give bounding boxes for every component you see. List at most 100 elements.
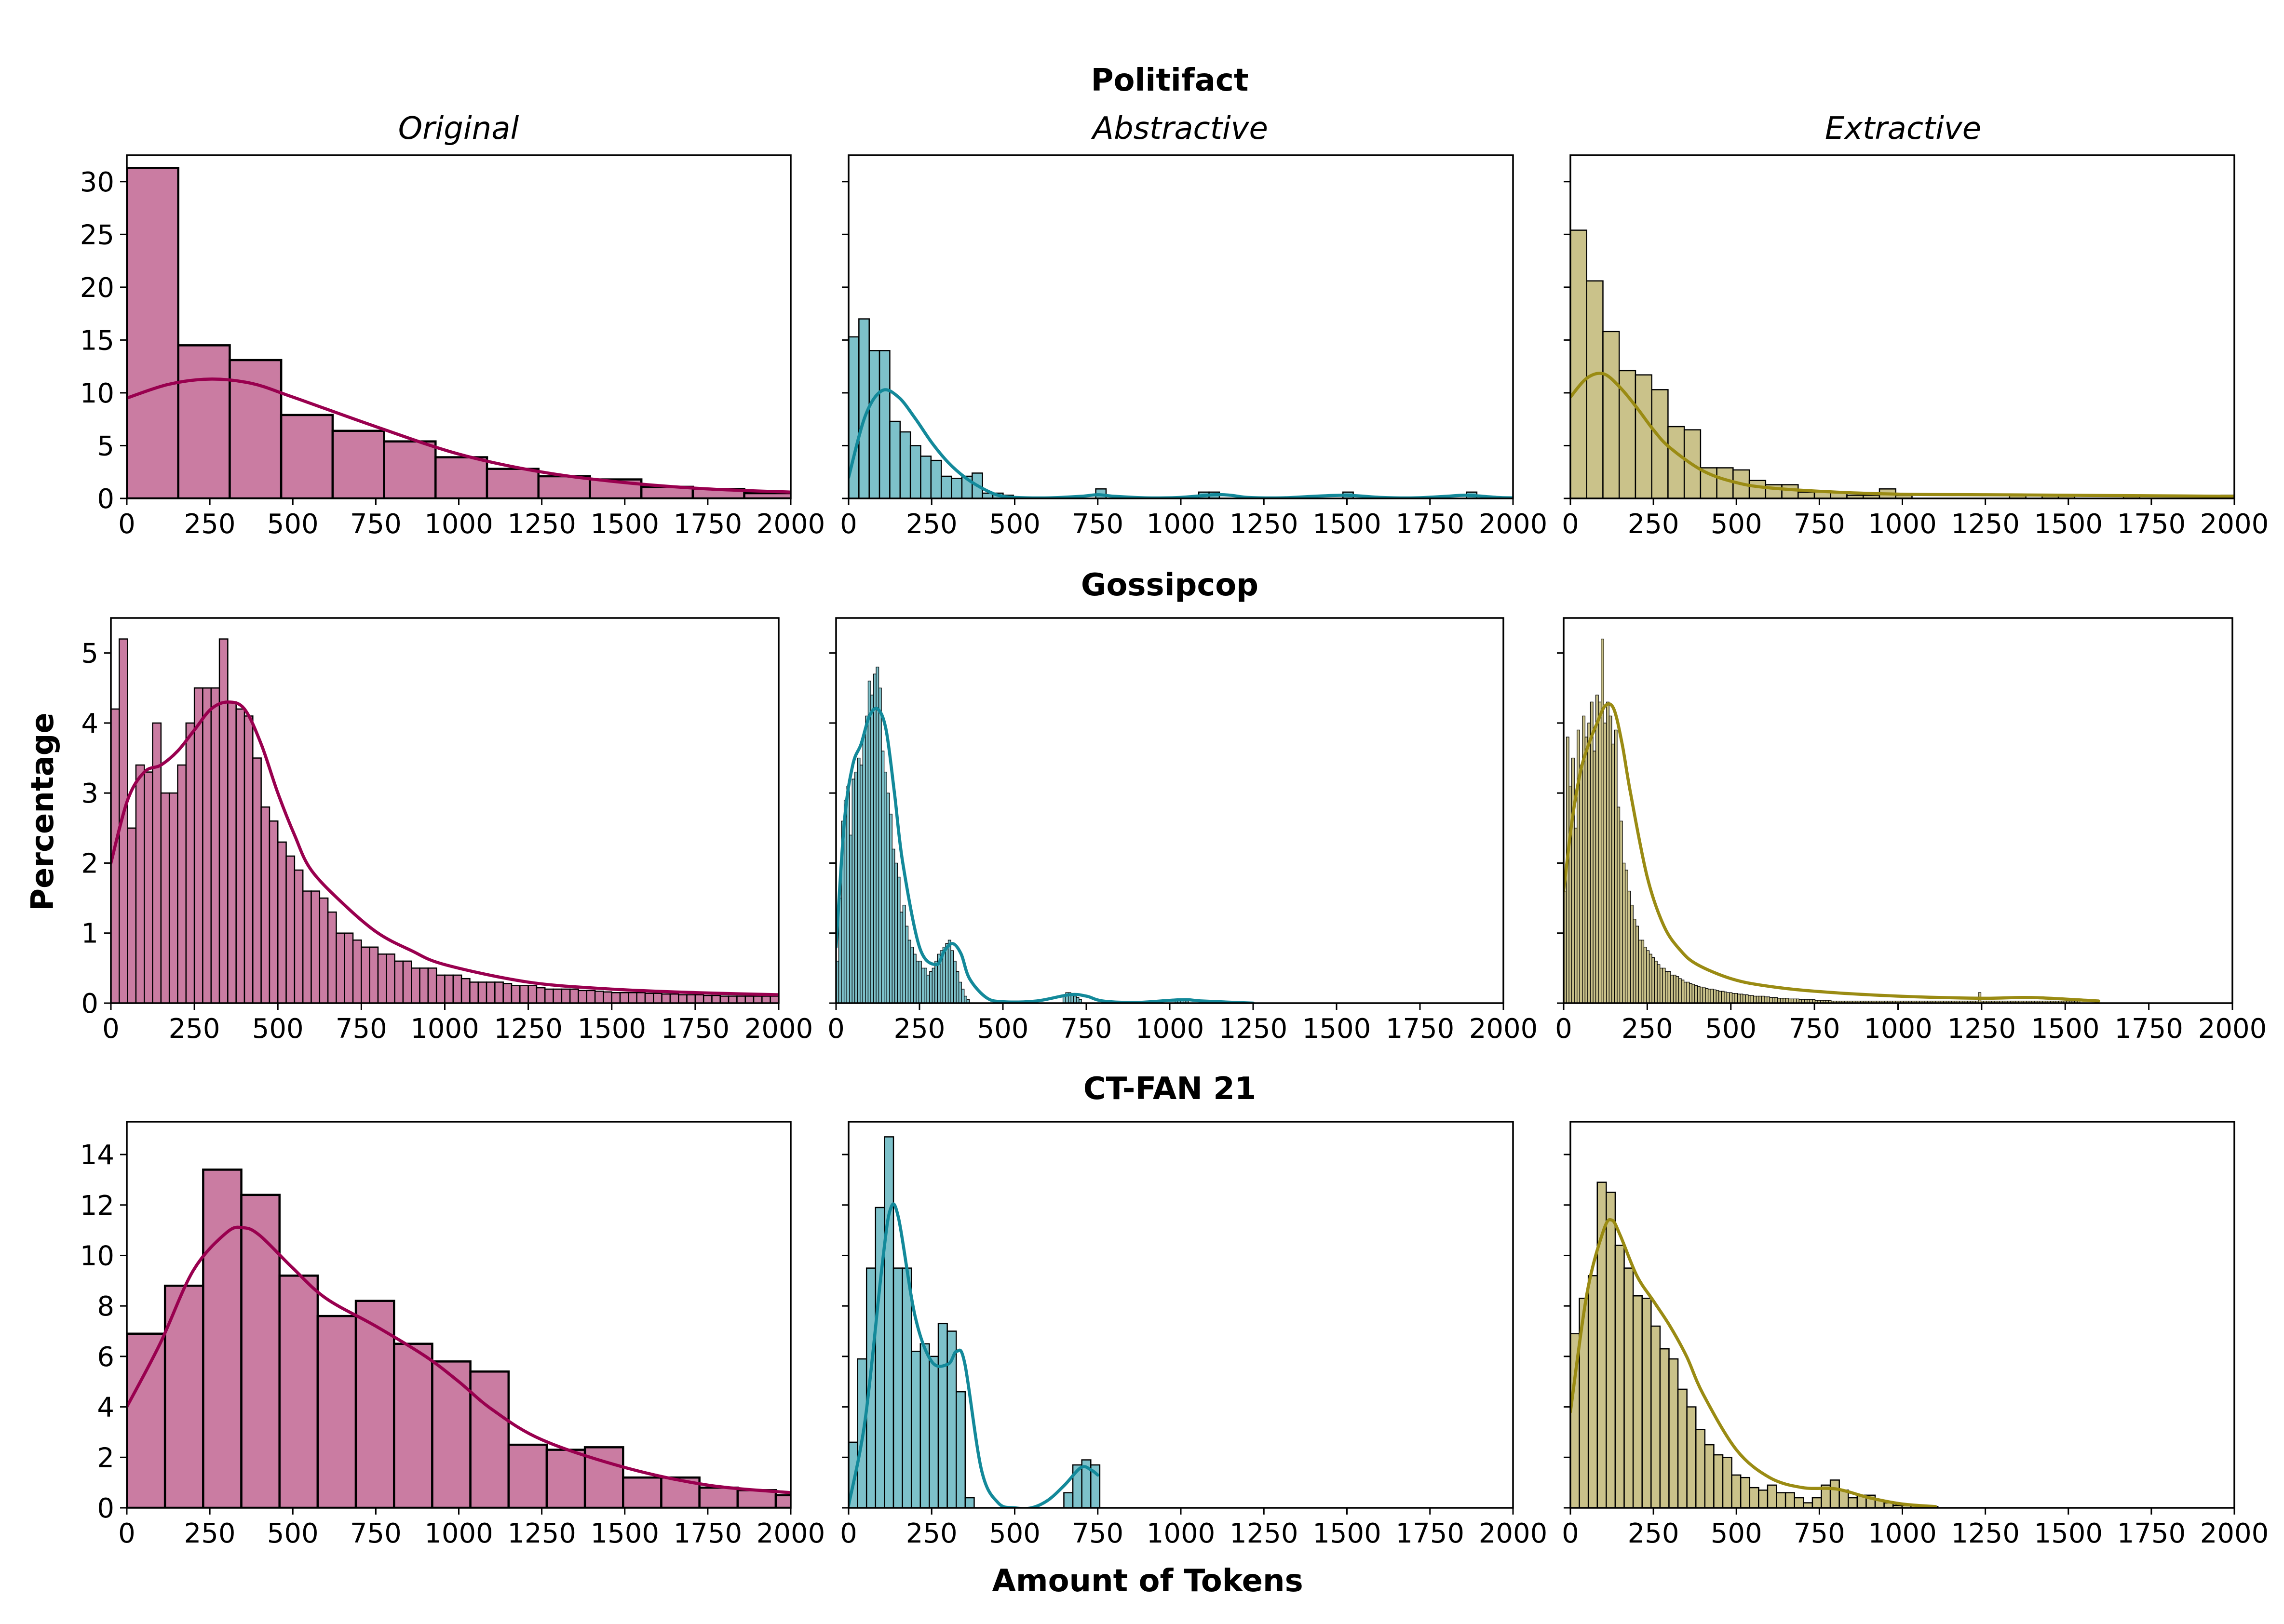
histogram-bar (1667, 426, 1685, 498)
histogram-bar (711, 994, 721, 1003)
histogram-bar (1574, 828, 1578, 1003)
histogram-bar (1761, 995, 1765, 1003)
x-tick-label: 1000 (1868, 1518, 1937, 1549)
histogram-bar (1681, 980, 1685, 1003)
histogram-bar (1603, 723, 1607, 1003)
histogram-bar (269, 820, 279, 1003)
x-tick-label: 250 (906, 509, 958, 540)
row-title-politifact: Politifact (1091, 63, 1249, 98)
histogram-bar (636, 992, 646, 1003)
x-tick-label: 1000 (1147, 1518, 1216, 1549)
x-tick-label: 500 (267, 1518, 319, 1549)
histogram-bar (929, 971, 933, 1003)
plot-area (127, 1168, 791, 1508)
histogram-bar (703, 994, 713, 1003)
histogram-bar (177, 344, 231, 498)
histogram-bar (311, 890, 321, 1003)
histogram-bar (1811, 1497, 1822, 1508)
histogram-bar (736, 1489, 777, 1508)
histogram-bar (280, 414, 334, 498)
histogram-bar (1722, 1457, 1732, 1508)
column-title-original: Original (398, 111, 519, 147)
histogram-bar (910, 947, 914, 1003)
histogram-bar (920, 456, 932, 498)
histogram-bar (918, 961, 922, 1003)
y-tick-label: 1 (81, 918, 98, 950)
histogram-bar (202, 1168, 243, 1508)
histogram-bar (886, 792, 890, 1003)
histogram-bar (628, 992, 637, 1003)
histogram-bar (678, 994, 688, 1003)
x-tick-label: 500 (977, 1013, 1029, 1045)
x-tick-label: 0 (840, 1518, 857, 1549)
histogram-bar (494, 981, 504, 1003)
x-tick-label: 1250 (1951, 509, 2020, 540)
x-tick-label: 1500 (577, 1013, 646, 1045)
histogram-bar (1630, 904, 1634, 1003)
y-tick-label: 10 (80, 1240, 114, 1272)
histogram-bar (951, 478, 963, 498)
histogram-bar (319, 897, 329, 1003)
x-tick-label: 1500 (1312, 509, 1381, 540)
histogram-bar (1848, 1497, 1858, 1508)
x-tick-label: 1750 (2114, 1013, 2183, 1045)
histogram-bar (1646, 950, 1650, 1003)
histogram-bar (870, 695, 874, 1003)
histogram-bar (1595, 695, 1599, 1003)
histogram-bar (774, 1494, 791, 1508)
histogram-bar (940, 475, 952, 498)
histogram-bar (1729, 992, 1733, 1003)
histogram-bar (127, 827, 137, 1003)
histogram-bar (594, 991, 604, 1003)
histogram-bar (1694, 985, 1698, 1003)
histogram-bar (698, 1486, 739, 1508)
histogram-bar (578, 990, 588, 1003)
histogram-bar (950, 950, 954, 1003)
histogram-bar (1601, 638, 1604, 1003)
panel-politifact-original: 0 250 500 750 1000 1250 1500 1750 2000 0 5 10 15 20 25… (80, 154, 825, 540)
histogram-bar (1617, 806, 1621, 1003)
histogram-bar (1657, 964, 1661, 1003)
histogram-bar (1641, 1298, 1652, 1508)
histogram-bar (1705, 988, 1709, 1003)
histogram-bar (544, 988, 554, 1003)
histogram-bar (1724, 992, 1728, 1003)
x-tick-label: 750 (1794, 509, 1845, 540)
panel-ctfan21-original: 0 250 500 750 1000 1250 1500 1750 2000 0 2 4 6 8 10 12 1… (80, 1121, 825, 1549)
x-tick-label: 750 (350, 509, 402, 540)
x-tick-label: 2000 (1469, 1013, 1538, 1045)
y-tick-label: 30 (80, 167, 114, 198)
x-tick-label: 1250 (1219, 1013, 1288, 1045)
x-tick-label: 1750 (1395, 1518, 1464, 1549)
histogram-bar (881, 751, 885, 1003)
histogram-bar (1635, 926, 1639, 1003)
histogram-bar (900, 912, 904, 1003)
histogram-bar (611, 992, 621, 1003)
histogram-bar (1749, 1487, 1759, 1508)
x-tick-label: 1500 (590, 1518, 659, 1549)
x-tick-label: 750 (1789, 1013, 1840, 1045)
histogram-bar (1781, 484, 1799, 498)
histogram-bar (1748, 995, 1752, 1003)
histogram-bar (1587, 1275, 1598, 1508)
x-tick-label: 500 (1711, 509, 1762, 540)
histogram-bar (857, 757, 861, 1003)
histogram-bar (1776, 1492, 1786, 1508)
histogram-bar (1750, 995, 1754, 1003)
histogram-bar (964, 1497, 975, 1508)
histogram-bar (661, 993, 671, 1003)
panel-gossipcop-extractive: 0 250 500 750 1000 1250 1500 1750 2000 (1555, 617, 2267, 1045)
x-tick-label: 750 (1061, 1013, 1112, 1045)
x-tick-label: 1250 (494, 1013, 563, 1045)
histogram-bar (728, 995, 738, 1003)
x-tick-label: 1000 (1135, 1013, 1204, 1045)
histogram-bar (753, 995, 763, 1003)
x-tick-label: 1250 (1230, 509, 1298, 540)
histogram-bar (431, 1360, 472, 1508)
histogram-bar (1767, 1484, 1777, 1508)
histogram-bar (1571, 757, 1575, 1003)
histogram-bar (218, 638, 229, 1003)
y-tick-label: 6 (97, 1342, 114, 1373)
histogram-bar (1740, 1476, 1751, 1508)
histogram-bar (1678, 978, 1682, 1003)
